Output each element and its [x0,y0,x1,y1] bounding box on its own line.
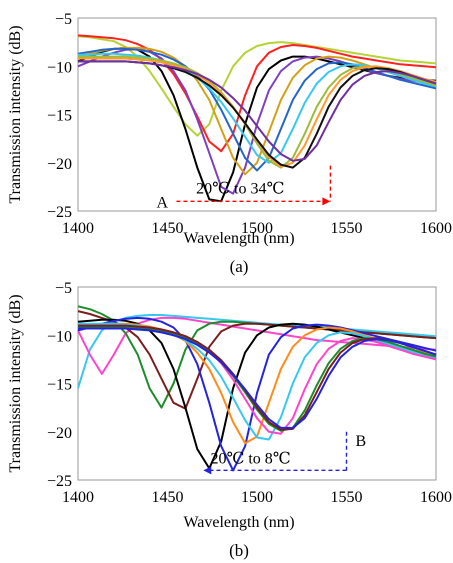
y-tick-label: −10 [47,59,72,76]
series-line-a-2 [77,34,437,153]
annotations-a: A 20℃ to 34℃ [156,165,332,211]
series-line-a-11 [78,60,437,162]
series-line-b-4 [77,310,437,410]
series-line-b-11 [78,324,437,431]
y-axis-label-b: Transmission intensity (dB) [7,294,24,472]
x-tick-label: 1550 [331,489,363,506]
panel-label-b: (b) [229,541,249,560]
range-arrow-head-b [203,466,212,475]
plot-frame-b [77,286,437,481]
point-label-b: B [355,433,366,450]
point-label-a: A [156,194,168,211]
y-axis-label-a: Transmission intensity (dB) [7,25,24,203]
x-tick-label: 1600 [420,220,452,237]
series-line-b-6 [77,316,437,472]
x-tick-label: 1500 [241,220,273,237]
x-tick-label: 1600 [420,489,452,506]
x-tick-label: 1500 [241,489,273,506]
x-tick-label: 1450 [152,220,184,237]
range-label-b: 20℃ to 8℃ [210,450,290,467]
x-tick-label: 1400 [62,220,94,237]
plot-frame-a [77,17,437,212]
x-axis-label-b: Wavelength (nm) [183,514,294,531]
panel-label-a: (a) [230,257,249,276]
y-ticks-b: −5 −10 −15 −20 −25 [47,280,72,490]
panel-b: −5 −10 −15 −20 −25 1400 1450 1500 1550 1600 B 20… [7,280,452,560]
y-tick-label: −15 [47,377,72,394]
y-tick-label: −10 [47,328,72,345]
range-label-a: 20℃ to 34℃ [196,180,284,197]
panel-a: −5 −10 −15 −20 −25 1400 1450 1500 1550 1600 A 20… [7,11,452,276]
x-axis-label-a: Wavelength (nm) [183,230,294,247]
range-arrow-head-a [322,197,331,206]
x-ticks-a: 1400 1450 1500 1550 1600 [62,220,452,237]
annotations-b: B 20℃ to 8℃ [203,431,366,475]
y-tick-label: −5 [55,11,72,28]
y-tick-label: −5 [55,280,72,297]
series-group-b [77,305,437,472]
y-tick-label: −15 [47,108,72,125]
y-tick-label: −25 [47,204,72,221]
series-group-a [77,34,437,203]
x-tick-label: 1550 [331,220,363,237]
x-ticks-b: 1400 1450 1500 1550 1600 [62,489,452,506]
series-line-b-12 [78,327,437,429]
x-tick-label: 1400 [62,489,94,506]
y-ticks-a: −5 −10 −15 −20 −25 [47,11,72,221]
series-line-a-10 [78,60,437,169]
y-tick-label: −20 [47,156,72,173]
series-line-a-7 [78,52,437,164]
y-tick-label: −25 [47,473,72,490]
x-tick-label: 1450 [152,489,184,506]
y-tick-label: −20 [47,425,72,442]
